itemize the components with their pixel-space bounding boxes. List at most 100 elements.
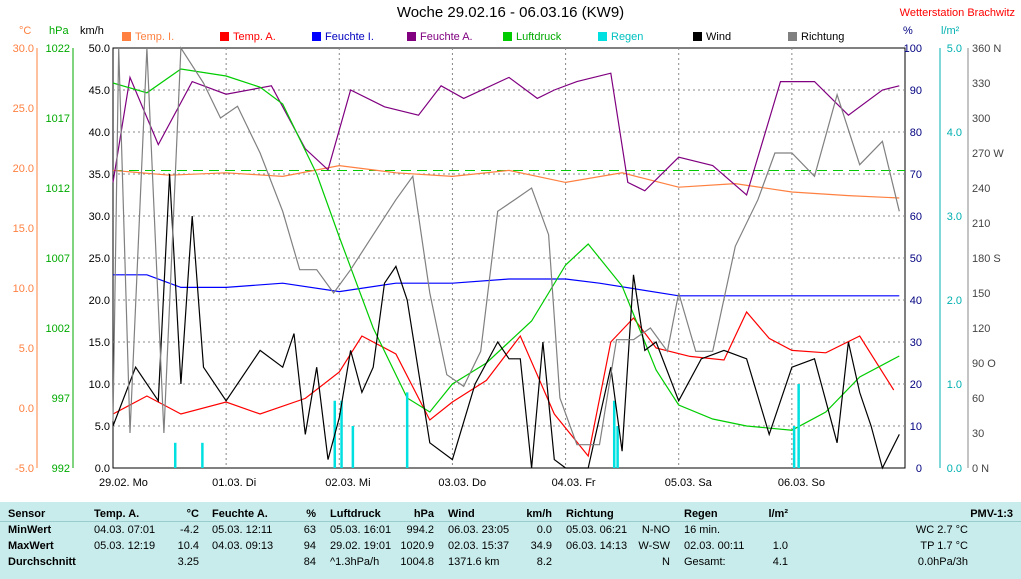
legend-label: Temp. I. [135, 31, 175, 43]
wind-tick-label: 0.0 [95, 463, 110, 475]
legend-item: Regen [598, 31, 643, 43]
row-label: MinWert [8, 524, 52, 536]
cell-time: 29.02. 19:01 [330, 540, 392, 552]
weather-chart: 30.0 25.0 20.0 15.0 10.0 5.0 0.0 -5.0 1022 1017 10… [13, 43, 1005, 489]
pressure-tick-label: 1002 [46, 323, 70, 335]
pressure-tick-label: 992 [52, 463, 70, 475]
wind-tick-label: 45.0 [89, 85, 110, 97]
pmv-title: PMV-1:3 [970, 508, 1013, 520]
legend-item: Feuchte I. [312, 31, 374, 43]
direction-tick-label: 300 [972, 113, 990, 125]
direction-tick-label: 270 W [972, 148, 1004, 160]
cell-value: N-NO [641, 524, 670, 536]
cell-time: 02.03. 00:11 [684, 540, 745, 552]
legend-swatch [122, 32, 131, 41]
cell-time: Gesamt: [684, 556, 726, 568]
legend-swatch [598, 32, 607, 41]
humidity-tick-label: 80 [910, 127, 922, 139]
direction-tick-label: 90 O [972, 358, 996, 370]
day-label: 02.03. Mi [325, 477, 370, 489]
legend-label: Richtung [801, 31, 845, 43]
column-title: Temp. A. [94, 508, 140, 520]
chart-title: Woche 29.02.16 - 06.03.16 (KW9) [396, 4, 625, 21]
series-temp-a-line [112, 310, 895, 458]
wind-tick-label: 40.0 [89, 127, 110, 139]
temp-tick-label: 15.0 [13, 223, 34, 235]
legend-swatch [312, 32, 321, 41]
column-unit: % [306, 508, 316, 520]
temp-tick-label: 5.0 [19, 343, 34, 355]
legend-item: Richtung [788, 31, 844, 43]
wind-tick-label: 50.0 [89, 43, 110, 55]
pressure-tick-label: 1007 [46, 253, 70, 265]
pressure-tick-label: 1017 [46, 113, 70, 125]
direction-tick-label: 60 [972, 393, 984, 405]
pressure-tick-label: 997 [52, 393, 70, 405]
cell-value: -4.2 [180, 524, 199, 536]
legend-label: Wind [706, 31, 732, 43]
legend-label: Regen [611, 31, 644, 43]
series-richtung-line [112, 46, 900, 446]
day-label: 01.03. Di [212, 477, 256, 489]
station-name: Wetterstation Brachwitz [899, 7, 1015, 19]
unit-rain: l/m² [941, 25, 960, 37]
legend-label: Feuchte I. [325, 31, 374, 43]
wind-tick-label: 25.0 [89, 253, 110, 265]
temp-tick-label: 25.0 [13, 103, 34, 115]
cell-value: N [662, 556, 670, 568]
humidity-tick-label: 90 [910, 85, 922, 97]
humidity-tick-label: 60 [910, 211, 922, 223]
column-unit: hPa [413, 508, 434, 520]
cell-time: 05.03. 16:01 [330, 524, 392, 536]
direction-tick-label: 360 N [972, 43, 1001, 55]
cell-time: 06.03. 23:05 [448, 524, 510, 536]
cell-time: 16 min. [684, 524, 721, 536]
row-label: Sensor [8, 508, 46, 520]
cell-value: 34.9 [530, 540, 552, 552]
humidity-tick-label: 20 [910, 379, 922, 391]
legend-item: Temp. A. [220, 31, 276, 43]
rain-tick-label: 2.0 [947, 295, 962, 307]
legend-item: Temp. I. [122, 31, 174, 43]
day-label: 03.03. Do [438, 477, 486, 489]
temp-tick-label: 30.0 [13, 43, 34, 55]
unit-wind: km/h [80, 25, 104, 37]
direction-tick-label: 330 [972, 78, 990, 90]
cell-value: 1020.9 [400, 540, 434, 552]
rain-tick-label: 0.0 [947, 463, 962, 475]
cell-value: 84 [303, 556, 316, 568]
column-title: Richtung [566, 508, 614, 520]
legend-label: Temp. A. [233, 31, 276, 43]
humidity-tick-label: 70 [910, 169, 922, 181]
cell-value: 10.4 [177, 540, 199, 552]
legend-swatch [503, 32, 512, 41]
wind-tick-label: 10.0 [89, 379, 110, 391]
direction-tick-label: 180 S [972, 253, 1001, 265]
cell-value: 63 [303, 524, 316, 536]
direction-tick-label: 240 [972, 183, 990, 195]
humidity-tick-label: 100 [904, 43, 922, 55]
unit-pressure: hPa [49, 25, 69, 37]
cell-time: 06.03. 14:13 [566, 540, 628, 552]
wind-tick-label: 30.0 [89, 211, 110, 223]
cell-value: 1.0 [772, 540, 788, 552]
pmv-value: WC 2.7 °C [915, 524, 968, 536]
humidity-tick-label: 0 [916, 463, 922, 475]
legend-label: Feuchte A. [420, 31, 473, 43]
row-label: MaxWert [8, 540, 54, 552]
column-unit: °C [186, 508, 199, 520]
pmv-value: TP 1.7 °C [920, 540, 968, 552]
cell-value: 1004.8 [400, 556, 434, 568]
cell-time: ^1.3hPa/h [330, 556, 380, 568]
cell-value: 94 [303, 540, 316, 552]
legend-label: Luftdruck [516, 31, 562, 43]
legend-swatch [788, 32, 797, 41]
rain-tick-label: 1.0 [947, 379, 962, 391]
cell-time: 05.03. 12:11 [212, 524, 273, 536]
legend-item: Wind [693, 31, 731, 43]
cell-value: 0.0 [536, 524, 552, 536]
humidity-tick-label: 30 [910, 337, 922, 349]
direction-tick-label: 210 [972, 218, 990, 230]
cell-time: 04.03. 07:01 [94, 524, 156, 536]
wind-tick-label: 20.0 [89, 295, 110, 307]
